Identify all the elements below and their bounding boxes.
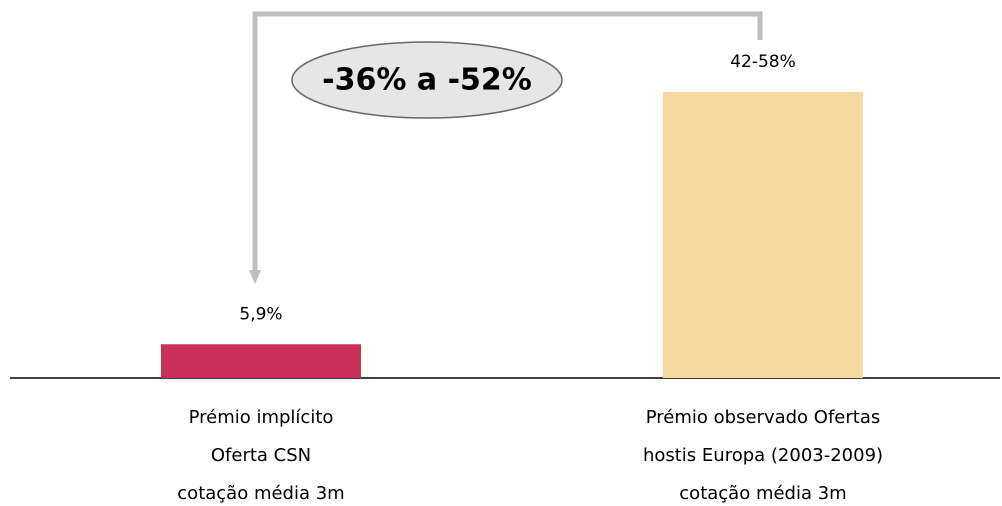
- category-label: Prémio observado Ofertas hostis Europa (…: [642, 407, 884, 504]
- bracket-arrow: [252, 11, 763, 272]
- bar: [663, 92, 863, 378]
- category-label: Prémio implícito Oferta CSN cotação médi…: [177, 407, 345, 504]
- value-label: 5,9%: [239, 304, 282, 324]
- value-label: 42-58%: [730, 52, 796, 72]
- annotation: -36% a -52%: [322, 63, 532, 98]
- bar: [161, 344, 361, 378]
- arrow-head: [249, 270, 261, 284]
- annotation-ellipse: [291, 41, 563, 119]
